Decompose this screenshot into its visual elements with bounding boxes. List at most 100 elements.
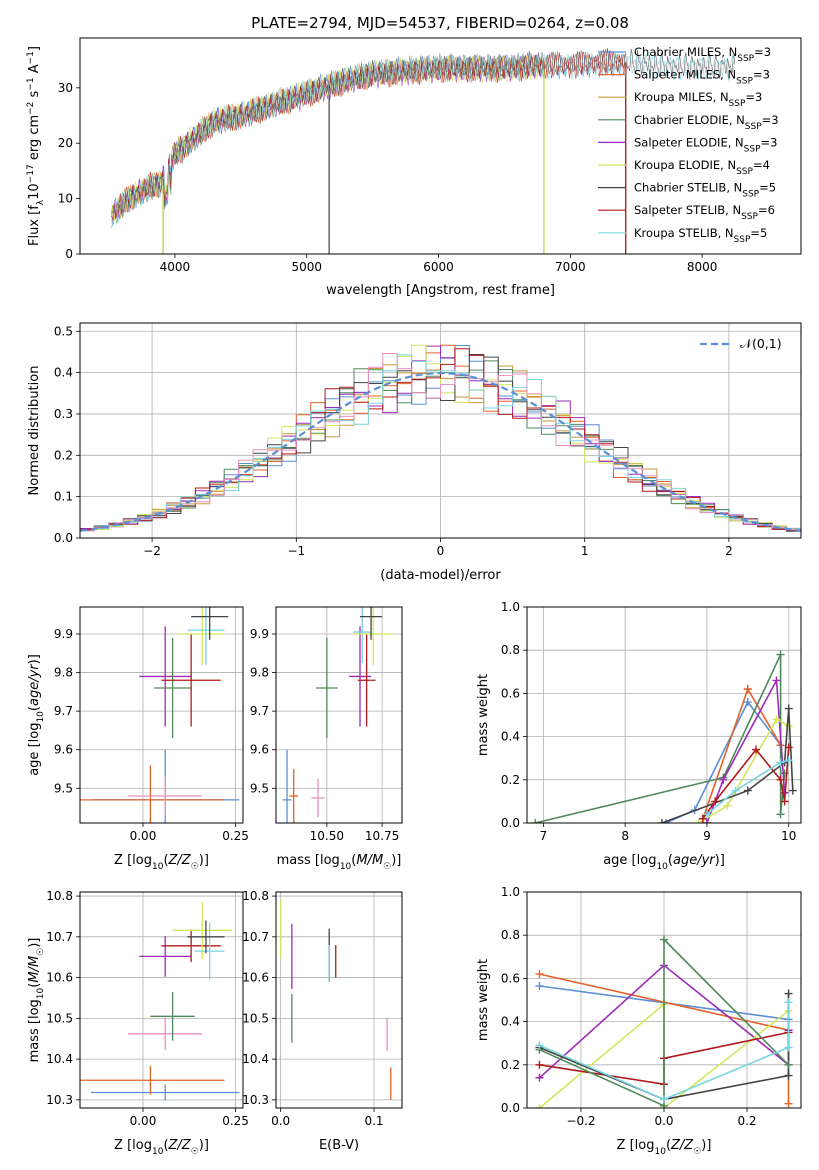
- x-tick-label: 2: [725, 544, 733, 558]
- x-tick-label: 0.0: [271, 1114, 290, 1128]
- errorbar-point: [150, 991, 195, 1041]
- plot-area-age_vs_mass: [282, 607, 391, 823]
- x-tick-label: 6000: [423, 260, 454, 274]
- y-tick-label: 10.4: [46, 1052, 73, 1066]
- errorbar-point: [357, 634, 376, 727]
- plot-area-weight_vs_Z: [535, 935, 793, 1108]
- panel-spectrum: 4000 5000 6000 7000 8000 0 10 20 30: [58, 37, 802, 274]
- y-axis-label: Flux [fλ10−17 erg cm−2 s−1 A−1]: [26, 46, 46, 246]
- x-tick-label: 0.1: [364, 1114, 383, 1128]
- x-tick-label: 8: [621, 829, 629, 843]
- weight-line: [702, 747, 790, 820]
- weight-marker: [752, 745, 761, 754]
- plot-area-spectrum: [111, 48, 736, 254]
- y-tick-label: 10.8: [46, 889, 73, 903]
- x-axis-label: Z [log10(Z/Z☉)]: [114, 853, 209, 872]
- x-tick-label: 0.00: [130, 1114, 157, 1128]
- y-tick-label: 10.3: [46, 1093, 73, 1107]
- errorbar-point: [353, 607, 372, 663]
- y-axis-label: mass [log10(M/M☉)]: [27, 938, 46, 1063]
- legend-entry: Kroupa ELODIE, NSSP=4: [634, 158, 770, 177]
- panel-residuals: −2 −1 0 1 2 0.0 0.1 0.2 0.3 0.4 0.5: [54, 322, 802, 558]
- weight-marker: [702, 810, 711, 819]
- weight-marker: [784, 743, 793, 752]
- plot-area-weight_vs_age: [531, 650, 797, 823]
- weight-marker: [772, 676, 781, 685]
- x-tick-label: 0: [437, 544, 445, 558]
- x-axis-label: E(B-V): [319, 1138, 359, 1153]
- y-tick-label: 9.5: [54, 781, 73, 795]
- x-tick-label: 0.25: [222, 829, 249, 843]
- y-tick-label: 0.4: [54, 366, 73, 380]
- panel-age_vs_mass: 10.50 10.75 9.5 9.6 9.7 9.8 9.9: [250, 606, 403, 843]
- weight-line: [698, 718, 790, 823]
- legend-entry: Chabrier MILES, NSSP=3: [634, 45, 771, 64]
- x-tick-label: 10.75: [365, 829, 399, 843]
- y-tick-label: 9.5: [250, 781, 269, 795]
- weight-marker: [743, 698, 752, 707]
- y-tick-label: 9.9: [54, 627, 73, 641]
- weight-marker: [535, 1073, 544, 1082]
- y-tick-label: 0.8: [501, 643, 520, 657]
- y-tick-label: 10.4: [242, 1052, 269, 1066]
- y-tick-label: 10.6: [46, 971, 73, 985]
- errorbar-point: [80, 765, 225, 823]
- weight-marker: [535, 1041, 544, 1050]
- errorbar-point: [187, 607, 225, 665]
- weight-line: [535, 654, 786, 823]
- errorbar-point: [282, 749, 292, 823]
- y-tick-label: 10: [58, 192, 73, 206]
- errorbar-point: [348, 626, 372, 727]
- legend-entry: 𝒩(0,1): [740, 336, 782, 351]
- y-tick-label: 9.8: [54, 666, 73, 680]
- errorbar-point: [80, 1066, 225, 1095]
- panel-weight_vs_age: 7 8 9 10 0.0 0.2 0.4 0.6 0.8 1.0: [501, 600, 802, 843]
- y-axis-label: Normed distribution: [27, 366, 42, 496]
- panel-mass_vs_Z: 0.00 0.25 10.3 10.4 10.5 10.6 10.7 10.8: [46, 889, 249, 1128]
- x-axis-label: Z [log10(Z/Z☉)]: [617, 1138, 712, 1157]
- x-tick-label: 0.0: [654, 1114, 673, 1128]
- weight-marker: [776, 775, 785, 784]
- weight-marker: [784, 1043, 793, 1052]
- weight-marker: [784, 1071, 793, 1080]
- errorbar-point: [139, 626, 192, 727]
- errorbar-point: [180, 607, 225, 665]
- errorbar-point: [289, 769, 299, 823]
- y-tick-label: 0.3: [54, 407, 73, 421]
- y-axis-label: mass weight: [476, 959, 491, 1041]
- y-tick-label: 10.5: [242, 1011, 269, 1025]
- panel-mass_vs_ebv: 0.0 0.1 10.3 10.4 10.5 10.6 10.7 10.8: [242, 889, 403, 1128]
- legend-entry: Salpeter STELIB, NSSP=6: [634, 203, 775, 222]
- weight-line: [706, 759, 789, 816]
- y-tick-label: 20: [58, 136, 73, 150]
- x-tick-label: 7: [540, 829, 548, 843]
- y-tick-label: 0.1: [54, 490, 73, 504]
- y-tick-label: 10.8: [242, 889, 269, 903]
- panel-age_vs_Z: 0.00 0.25 9.5 9.6 9.7 9.8 9.9: [54, 606, 249, 843]
- weight-marker: [723, 801, 732, 810]
- errorbar-point: [161, 929, 221, 963]
- legend-entry: Kroupa STELIB, NSSP=5: [634, 226, 767, 245]
- x-tick-label: 0.25: [222, 1114, 249, 1128]
- weight-marker: [662, 819, 671, 823]
- y-tick-label: 30: [58, 81, 73, 95]
- spectrum-line: [111, 49, 626, 221]
- spectrum-line: [111, 53, 736, 227]
- weight-marker: [784, 756, 793, 765]
- x-tick-label: −0.2: [566, 1114, 595, 1128]
- errorbar-point: [161, 634, 221, 727]
- y-tick-label: 0.4: [501, 730, 520, 744]
- weight-line: [539, 937, 790, 1108]
- legend-entry: Chabrier ELODIE, NSSP=3: [634, 113, 779, 132]
- y-tick-label: 10.7: [46, 930, 73, 944]
- x-tick-label: 1: [581, 544, 589, 558]
- x-tick-label: −2: [143, 544, 161, 558]
- axes-frame: [79, 606, 244, 824]
- x-tick-label: 9: [703, 829, 711, 843]
- axes-frame: [79, 891, 244, 1109]
- y-tick-label: 0.2: [501, 1058, 520, 1072]
- weight-marker: [535, 970, 544, 979]
- x-axis-label: mass [log10(M/M☉)]: [277, 853, 402, 872]
- errorbar-point: [315, 637, 338, 739]
